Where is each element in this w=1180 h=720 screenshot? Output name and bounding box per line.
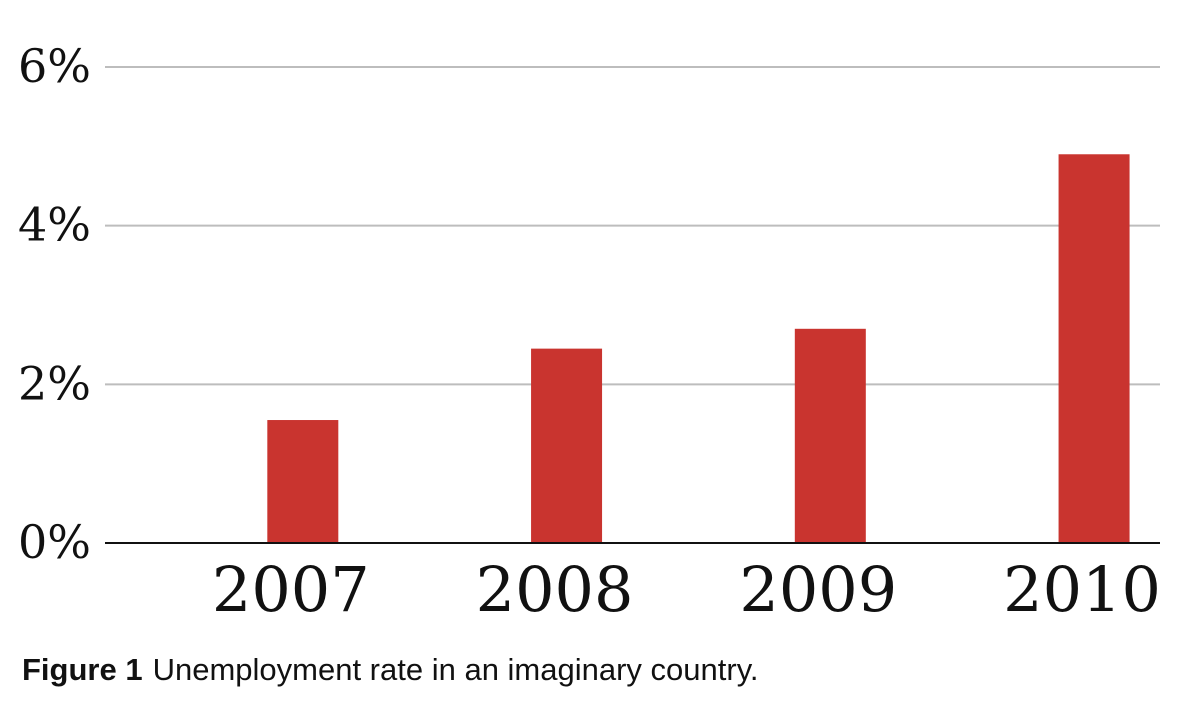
- figure-caption: Figure 1 Unemployment rate in an imaginar…: [22, 652, 759, 688]
- x-tick-label: 2009: [739, 553, 897, 626]
- bar-2010: [1058, 154, 1130, 543]
- bar-2009: [794, 328, 866, 543]
- x-tick-label: 2008: [476, 553, 634, 626]
- y-tick-label: 0%: [18, 515, 91, 569]
- x-tick-label: 2007: [212, 553, 370, 626]
- bars: [267, 154, 1130, 543]
- y-tick-label: 6%: [18, 39, 91, 93]
- bar-2007: [267, 420, 339, 543]
- y-tick-label: 4%: [18, 198, 91, 252]
- caption-text: Unemployment rate in an imaginary countr…: [152, 652, 759, 687]
- y-tick-label: 2%: [18, 356, 91, 410]
- x-axis-ticks: 2007 2008 2009 2010: [212, 553, 1161, 626]
- bar-2008: [531, 348, 603, 543]
- bar-chart: 0% 2% 4% 6% 2007 2008 2009 2010: [18, 39, 1161, 626]
- figure-number: Figure 1: [22, 652, 143, 687]
- gridlines: [105, 66, 1160, 386]
- x-tick-label: 2010: [1003, 553, 1161, 626]
- y-axis-ticks: 0% 2% 4% 6%: [18, 39, 91, 569]
